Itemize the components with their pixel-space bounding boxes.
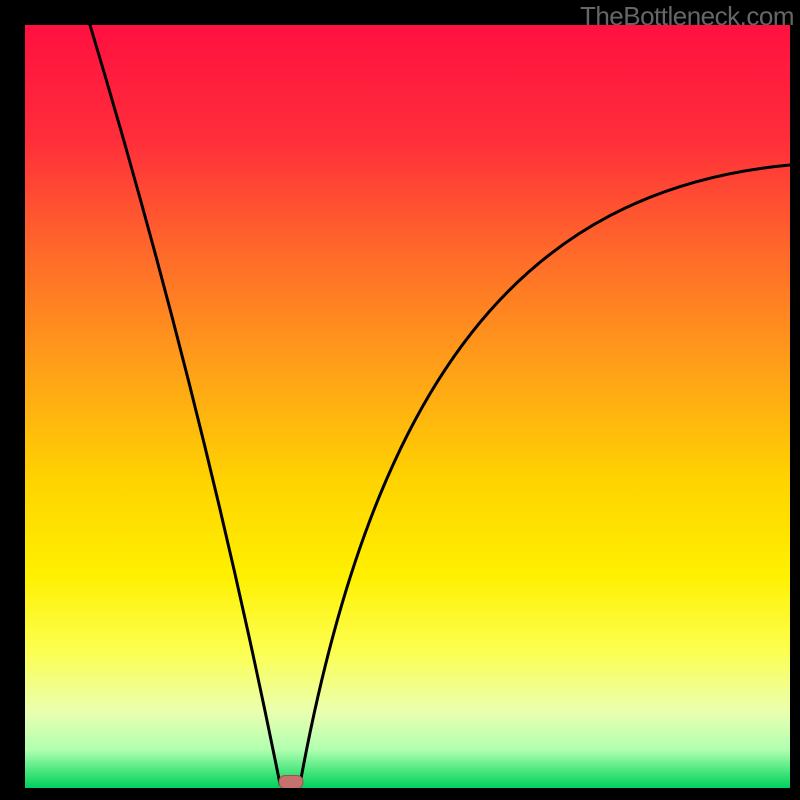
watermark-text: TheBottleneck.com xyxy=(580,1,794,32)
optimal-point-marker xyxy=(279,776,303,789)
gradient-background xyxy=(25,25,790,788)
bottleneck-chart xyxy=(0,0,800,800)
